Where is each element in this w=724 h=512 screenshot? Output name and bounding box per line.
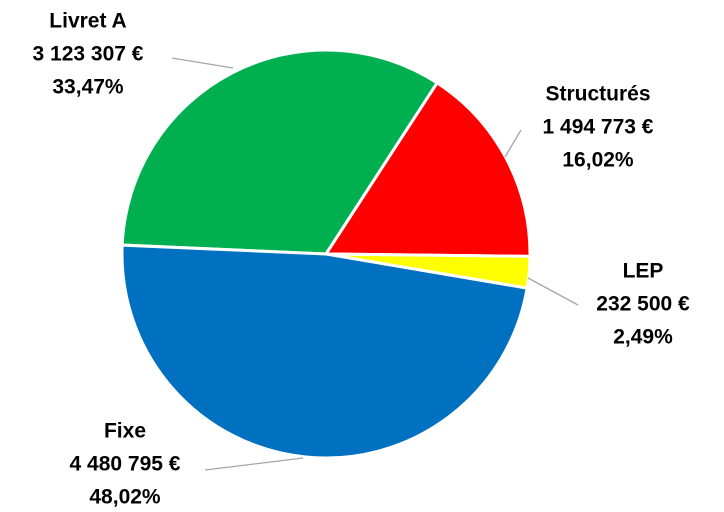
slice-label: LEP [623,260,664,283]
value-label: 4 480 795 € [70,453,181,476]
percent-label: 33,47% [52,76,124,99]
value-label: 1 494 773 € [543,116,654,139]
leader-line [527,277,579,306]
value-label: 232 500 € [596,293,690,316]
slice-label: Fixe [104,420,146,443]
slice-label: Livret A [49,10,126,33]
pie-slice [324,81,532,258]
slice-label: Structurés [545,83,650,106]
pie-slice [120,243,529,460]
leader-line [204,457,304,471]
value-label: 3 123 307 € [33,43,144,66]
percent-label: 2,49% [613,326,673,349]
leader-line [171,57,234,69]
leader-line [504,129,522,158]
percent-label: 48,02% [89,486,161,509]
percent-label: 16,02% [562,149,634,172]
